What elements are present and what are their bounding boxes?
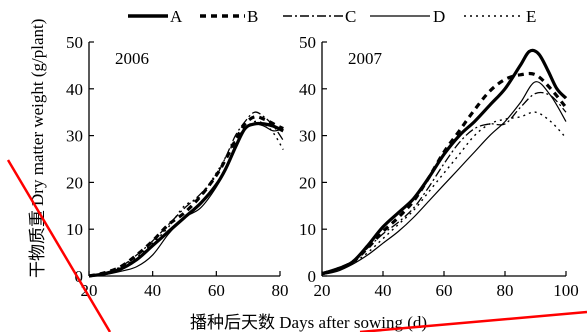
y-tick-label: 20 <box>66 173 83 192</box>
y-tick-label: 50 <box>66 33 83 52</box>
y-tick-label: 30 <box>299 127 316 146</box>
x-tick-label: 20 <box>314 281 331 300</box>
x-tick-label: 100 <box>553 281 579 300</box>
x-axis-label: 播种后天数 Days after sowing (d) <box>190 313 427 332</box>
red-annotation-line-right <box>359 310 587 332</box>
legend-item-c: C <box>283 7 356 26</box>
panel-year-label: 2007 <box>348 49 383 68</box>
y-tick-label: 40 <box>66 80 83 99</box>
legend-label-e: E <box>526 7 536 26</box>
series-line-d <box>88 123 284 277</box>
y-tick-label: 50 <box>299 33 316 52</box>
series-line-d <box>321 81 567 276</box>
x-tick-label: 40 <box>375 281 392 300</box>
x-tick-label: 80 <box>497 281 514 300</box>
legend-label-a: A <box>170 7 183 26</box>
y-tick-label: 10 <box>66 220 83 239</box>
y-axis-label-en: Dry matter weight (g/plant) <box>28 19 47 206</box>
legend-item-e: E <box>464 7 536 26</box>
legend-item-d: D <box>370 7 445 26</box>
x-tick-label: 40 <box>144 281 161 300</box>
legend-label-d: D <box>433 7 445 26</box>
y-tick-label: 10 <box>299 220 316 239</box>
series-line-a <box>88 121 284 278</box>
series-line-b <box>321 71 568 276</box>
series-line-e <box>88 120 284 277</box>
x-tick-label: 20 <box>81 281 98 300</box>
legend-label-b: B <box>247 7 258 26</box>
y-tick-label: 40 <box>299 80 316 99</box>
series-line-e <box>321 111 567 275</box>
x-tick-label: 60 <box>208 281 225 300</box>
x-tick-label: 60 <box>436 281 453 300</box>
y-tick-label: 0 <box>75 267 84 286</box>
series-line-c <box>88 111 284 277</box>
series-line-b <box>88 115 284 278</box>
red-annotation-line-left <box>6 159 112 332</box>
y-tick-label: 0 <box>308 267 317 286</box>
y-axis-label: 干物质重 Dry matter weight (g/plant) <box>28 19 47 278</box>
legend-item-a: A <box>128 7 183 26</box>
series-line-c <box>321 91 567 275</box>
legend-item-b: B <box>200 7 258 26</box>
series-line-a <box>321 48 568 276</box>
legend-label-c: C <box>345 7 356 26</box>
y-tick-label: 20 <box>299 173 316 192</box>
panel-year-label: 2006 <box>115 49 149 68</box>
panel-2006: 0 10 20 30 40 50 20 40 60 80 2006 <box>66 33 289 300</box>
x-tick-label: 80 <box>272 281 289 300</box>
y-axis-label-cn: 干物质重 <box>28 210 47 278</box>
y-tick-label: 30 <box>66 127 83 146</box>
panel-2007: 0 10 20 30 40 50 20 40 60 80 100 2007 <box>299 33 579 300</box>
legend: A B C D E <box>128 7 536 26</box>
